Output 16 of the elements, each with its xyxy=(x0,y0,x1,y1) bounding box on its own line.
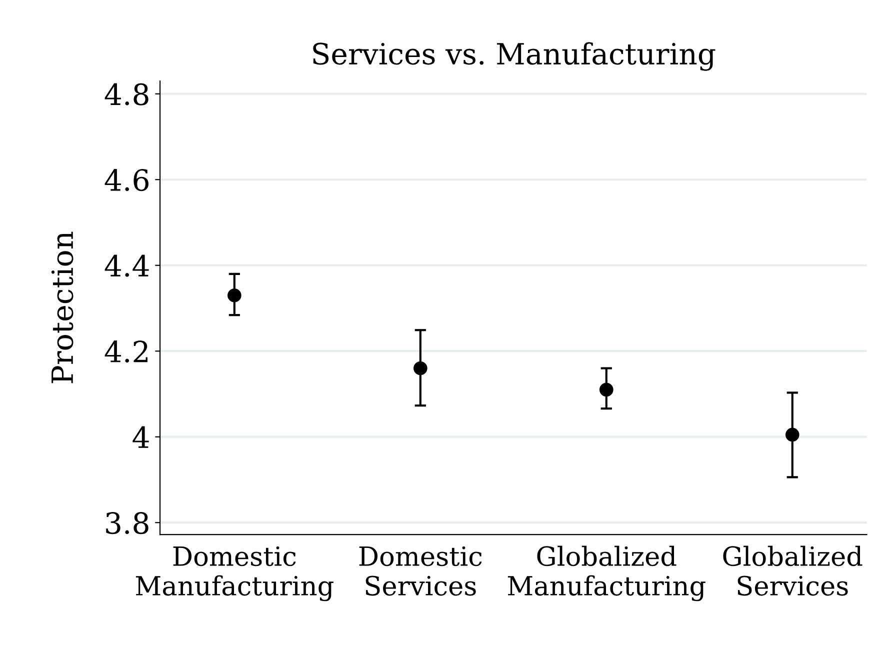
point xyxy=(228,288,242,302)
y-tick-label: 4.2 xyxy=(104,340,148,363)
x-tick-label: Domestic Manufacturing xyxy=(136,546,334,602)
x-tick-label: Domestic Services xyxy=(359,546,482,596)
chart-title: Services vs. Manufacturing xyxy=(313,42,716,71)
x-tick-label: Globalized Manufacturing xyxy=(508,546,706,602)
point xyxy=(785,428,800,442)
y-tick-label: 3.8 xyxy=(106,512,148,534)
y-tick-label: 4.4 xyxy=(104,254,149,277)
point xyxy=(413,361,428,376)
y-tick-label: 4.6 xyxy=(104,169,148,192)
x-tick-label: Globalized Services xyxy=(723,546,862,596)
y-tick-label: 4.8 xyxy=(104,83,148,106)
y-axis-title: Protection xyxy=(51,232,74,384)
point xyxy=(599,382,614,397)
y-tick-label: 4 xyxy=(132,426,149,448)
